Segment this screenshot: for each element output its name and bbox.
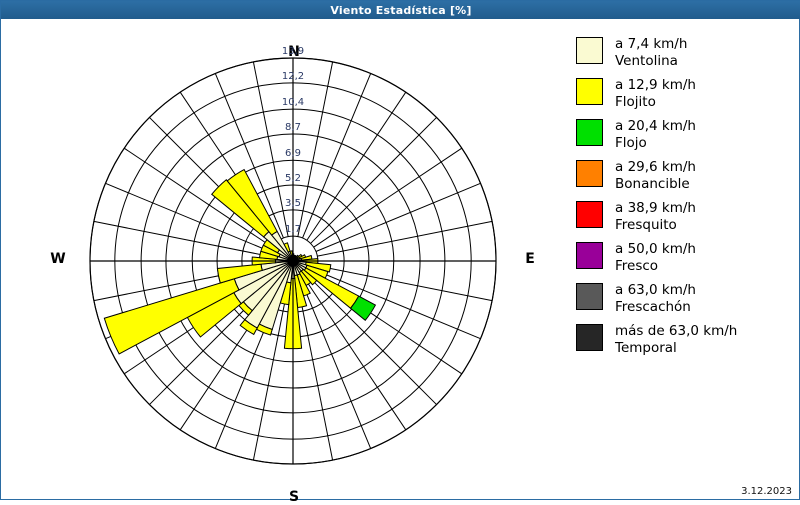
legend-row: a 50,0 km/h Fresco: [576, 241, 796, 275]
radial-tick-label: 3,5: [285, 197, 301, 209]
grid-spoke: [214, 73, 284, 239]
legend-row: más de 63,0 km/h Temporal: [576, 323, 796, 357]
grid-spoke: [297, 285, 334, 461]
legend-color-swatch: [576, 242, 603, 269]
legend-row: a 63,0 km/h Frescachón: [576, 282, 796, 316]
legend-label: a 38,9 km/h Fresquito: [615, 200, 696, 234]
legend-color-swatch: [576, 119, 603, 146]
grid-spoke: [302, 73, 372, 239]
grid-spoke: [252, 61, 289, 237]
legend-speed: más de 63,0 km/h: [615, 323, 738, 339]
wind-petal-segment: [303, 267, 360, 309]
outer-boundary: [89, 57, 497, 465]
grid-spoke: [297, 61, 334, 237]
legend-speed: a 7,4 km/h: [615, 36, 688, 52]
grid-spoke: [306, 281, 407, 431]
wind-petal-segment: [283, 242, 291, 253]
grid-spoke: [306, 91, 407, 241]
compass-label-north: N: [288, 44, 300, 60]
grid-spoke: [93, 220, 269, 257]
radial-tick-label: 1,7: [285, 224, 301, 236]
legend-name: Flojito: [615, 94, 656, 110]
grid-spoke: [310, 278, 437, 405]
grid-spoke: [105, 182, 271, 252]
grid-spoke: [317, 265, 493, 302]
grid-spoke: [317, 220, 493, 257]
legend-label: a 20,4 km/h Flojo: [615, 118, 696, 152]
date-stamp: 3.12.2023: [741, 486, 792, 497]
legend-speed: a 50,0 km/h: [615, 241, 696, 257]
legend-label: más de 63,0 km/h Temporal: [615, 323, 737, 357]
polar-axes: [89, 57, 497, 465]
legend-row: a 29,6 km/h Bonancible: [576, 159, 796, 193]
legend-row: a 12,9 km/h Flojito: [576, 77, 796, 111]
legend-name: Ventolina: [615, 53, 678, 69]
legend-speed: a 12,9 km/h: [615, 77, 696, 93]
legend-speed: a 20,4 km/h: [615, 118, 696, 134]
compass-label-south: S: [288, 489, 300, 505]
wind-petal-segment: [349, 295, 377, 322]
legend-label: a 63,0 km/h Frescachón: [615, 282, 696, 316]
radial-tick-label: 5,2: [285, 173, 301, 185]
legend-color-swatch: [576, 201, 603, 228]
radial-tick-label: 13,9: [281, 46, 305, 57]
legend-color-swatch: [576, 283, 603, 310]
grid-spoke: [313, 147, 463, 248]
legend-name: Fresco: [615, 258, 659, 274]
legend-label: a 50,0 km/h Fresco: [615, 241, 696, 275]
legend-name: Flojo: [615, 135, 647, 151]
grid-spoke: [252, 285, 289, 461]
legend-speed: a 38,9 km/h: [615, 200, 696, 216]
legend-color-swatch: [576, 324, 603, 351]
legend-row: a 7,4 km/h Ventolina: [576, 36, 796, 70]
grid-spoke: [310, 117, 437, 244]
radial-tick-label: 8,7: [285, 121, 301, 133]
wind-rose-plot: N E S W 1,7 3,5 5,2 6,9 8,7 10,4 12,2 13,9: [2, 20, 562, 505]
wind-petal-segment: [304, 261, 332, 273]
wind-petal-segment: [226, 168, 278, 236]
grid-spoke: [302, 283, 372, 449]
grid-spoke: [315, 182, 481, 252]
legend-name: Fresquito: [615, 217, 677, 233]
wind-petal-segment: [103, 278, 240, 355]
compass-label-west: W: [50, 251, 66, 267]
legend: a 7,4 km/h Ventolina a 12,9 km/h Flojito a 2…: [576, 36, 796, 364]
legend-color-swatch: [576, 160, 603, 187]
radial-tick-label: 12,2: [281, 70, 305, 82]
radial-tick-label: 6,9: [285, 148, 301, 160]
legend-name: Frescachón: [615, 299, 691, 315]
wind-rose-svg: [89, 57, 497, 465]
legend-label: a 12,9 km/h Flojito: [615, 77, 696, 111]
radial-tick-label: 10,4: [281, 97, 305, 109]
legend-color-swatch: [576, 78, 603, 105]
wind-petal-segment: [211, 179, 270, 238]
wind-petal-segment: [300, 268, 318, 286]
wind-petal-segment: [239, 318, 258, 336]
legend-name: Temporal: [615, 340, 677, 356]
legend-name: Bonancible: [615, 176, 690, 192]
grid-spoke: [123, 147, 273, 248]
legend-row: a 38,9 km/h Fresquito: [576, 200, 796, 234]
legend-speed: a 63,0 km/h: [615, 282, 696, 298]
window-titlebar: Viento Estadística [%]: [1, 1, 800, 19]
wind-petal-segment: [216, 263, 263, 284]
wind-rose-petals: [103, 168, 377, 355]
wind-petal-segment: [289, 250, 293, 257]
legend-label: a 29,6 km/h Bonancible: [615, 159, 696, 193]
legend-label: a 7,4 km/h Ventolina: [615, 36, 687, 70]
window-content: N E S W 1,7 3,5 5,2 6,9 8,7 10,4 12,2 13,9 a 7,…: [2, 20, 798, 505]
legend-speed: a 29,6 km/h: [615, 159, 696, 175]
grid-spoke: [315, 270, 481, 340]
window-title: Viento Estadística [%]: [330, 3, 472, 17]
legend-row: a 20,4 km/h Flojo: [576, 118, 796, 152]
legend-color-swatch: [576, 37, 603, 64]
compass-label-east: E: [525, 251, 535, 267]
